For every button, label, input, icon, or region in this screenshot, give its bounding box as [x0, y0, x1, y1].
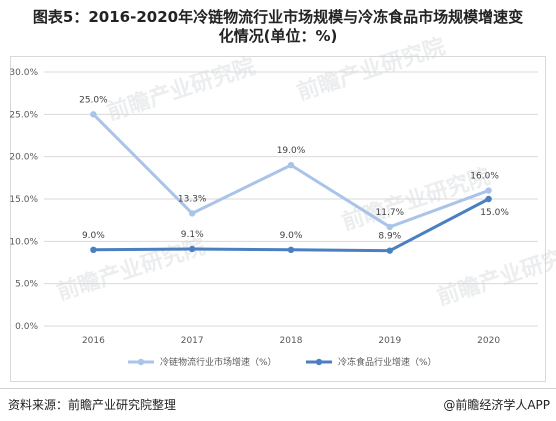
- data-label: 13.3%: [178, 194, 207, 204]
- data-point: [287, 161, 295, 169]
- data-label: 9.0%: [82, 231, 105, 241]
- y-tick-label: 5.0%: [15, 280, 38, 290]
- x-tick-label: 2018: [280, 336, 303, 346]
- data-label: 9.1%: [181, 230, 204, 240]
- data-point: [386, 223, 393, 231]
- chart-title-line-2: 化情况(单位：%): [218, 27, 338, 45]
- data-point: [189, 245, 196, 253]
- chart-title: 图表5：2016-2020年冷链物流行业市场规模与冷冻食品市场规模增速变 化情况…: [0, 8, 556, 46]
- brand-credit: @前瞻经济学人APP: [443, 398, 550, 412]
- data-label: 15.0%: [480, 208, 509, 218]
- legend-label: 冷冻食品行业增速（%）: [338, 356, 437, 368]
- legend-label: 冷链物流行业市场增速（%）: [160, 356, 277, 368]
- legend-marker: [137, 358, 145, 366]
- y-tick-label: 0.0%: [15, 322, 38, 332]
- data-label: 8.9%: [378, 232, 401, 242]
- x-tick-label: 2016: [82, 336, 105, 346]
- source-note: 资料来源：前瞻产业研究院整理: [8, 398, 177, 412]
- y-tick-label: 20.0%: [9, 153, 38, 163]
- chart-title-line-1: 图表5：2016-2020年冷链物流行业市场规模与冷冻食品市场规模增速变: [32, 8, 524, 26]
- x-tick-label: 2020: [477, 336, 500, 346]
- y-tick-label: 25.0%: [9, 110, 38, 120]
- series-line-1: [92, 113, 490, 229]
- y-tick-label: 10.0%: [9, 237, 38, 247]
- watermark-text: 前瞻产业研究院: [294, 33, 449, 105]
- data-label: 25.0%: [79, 95, 108, 105]
- y-tick-label: 30.0%: [9, 68, 38, 78]
- legend-marker: [315, 358, 323, 366]
- data-point: [189, 210, 196, 217]
- chart-frame: [10, 56, 546, 382]
- data-point: [90, 111, 97, 118]
- watermark-text: 前瞻产业研究院: [434, 238, 556, 310]
- watermark-text: 前瞻产业研究院: [104, 53, 259, 125]
- watermark-text: 前瞻产业研究院: [54, 233, 209, 305]
- data-point: [386, 247, 393, 254]
- data-point: [485, 187, 492, 194]
- data-point: [287, 246, 295, 253]
- data-label: 16.0%: [470, 172, 499, 182]
- data-point: [90, 246, 97, 253]
- y-tick-label: 15.0%: [9, 195, 38, 205]
- x-tick-label: 2019: [378, 336, 401, 346]
- data-label: 9.0%: [280, 231, 303, 241]
- data-label: 19.0%: [277, 146, 306, 156]
- data-point: [485, 195, 492, 203]
- data-label: 11.7%: [376, 208, 405, 218]
- x-tick-label: 2017: [181, 336, 204, 346]
- footer: 资料来源：前瞻产业研究院整理 @前瞻经济学人APP: [0, 388, 556, 421]
